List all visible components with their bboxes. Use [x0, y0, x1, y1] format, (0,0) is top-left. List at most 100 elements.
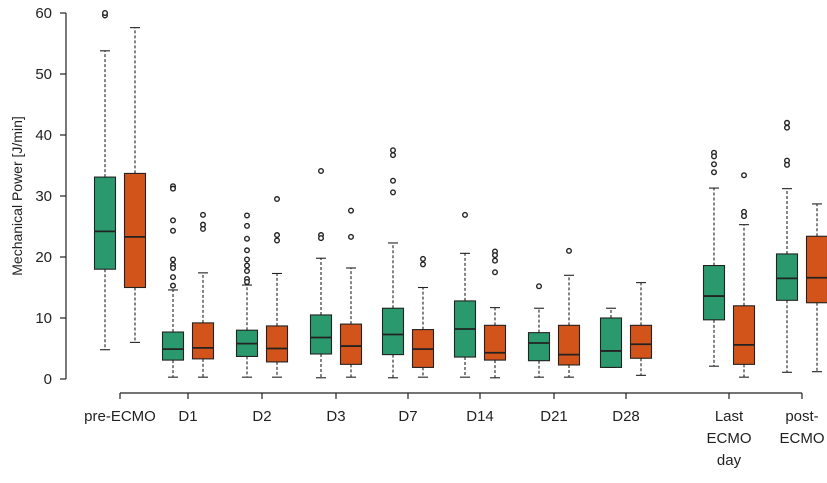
outlier-point: [390, 189, 397, 196]
outlier-point: [169, 274, 176, 281]
iqr-box: [527, 332, 551, 362]
outlier-point: [169, 185, 176, 192]
outlier-point: [492, 269, 499, 276]
outlier-point: [348, 207, 355, 214]
outlier-point: [274, 232, 281, 239]
box-groups: [93, 9, 827, 379]
outlier-point: [784, 161, 791, 168]
y-axis-title: Mechanical Power [J/min]: [9, 116, 25, 276]
outlier-point: [243, 256, 250, 263]
iqr-box: [161, 331, 185, 361]
outlier-point: [243, 247, 250, 254]
outlier-point: [169, 282, 176, 289]
outlier-point: [390, 152, 397, 159]
box-orange-4: [411, 255, 435, 378]
outlier-point: [243, 279, 250, 286]
x-tick-label: D7: [398, 408, 417, 425]
box-green-3: [309, 167, 333, 379]
iqr-box: [309, 314, 333, 355]
box-orange-5: [483, 248, 507, 379]
x-tick-label: pre-ECMO: [84, 408, 156, 425]
box-orange-8: [732, 172, 756, 378]
iqr-box: [557, 324, 581, 366]
x-tick-label: D1: [178, 408, 197, 425]
outlier-point: [711, 161, 718, 168]
outlier-point: [711, 169, 718, 176]
x-tick-label: ECMO: [780, 430, 825, 447]
iqr-box: [629, 324, 653, 359]
x-tick-label: day: [717, 452, 742, 469]
outlier-point: [243, 222, 250, 229]
iqr-box: [381, 307, 405, 356]
y-tick-label: 40: [35, 127, 52, 144]
outlier-point: [420, 261, 427, 268]
x-tick-label: D14: [466, 408, 494, 425]
x-tick-label: D21: [540, 408, 568, 425]
outlier-point: [101, 9, 108, 16]
iqr-box: [483, 324, 507, 361]
iqr-box: [265, 325, 289, 363]
outlier-point: [318, 167, 325, 174]
iqr-box: [93, 176, 117, 270]
outlier-point: [741, 172, 748, 179]
box-green-0: [93, 9, 117, 351]
outlier-point: [243, 235, 250, 242]
box-green-4: [381, 147, 405, 379]
box-orange-6: [557, 247, 581, 378]
outlier-point: [274, 237, 281, 244]
box-orange-1: [191, 211, 215, 378]
outlier-point: [492, 252, 499, 259]
x-tick-label: D3: [326, 408, 345, 425]
outlier-point: [390, 177, 397, 184]
outlier-point: [784, 124, 791, 131]
x-tick-label: D28: [612, 408, 640, 425]
iqr-box: [191, 322, 215, 360]
outlier-point: [243, 262, 250, 269]
box-green-5: [453, 211, 477, 378]
x-tick-label: Last: [715, 408, 744, 425]
outlier-point: [390, 147, 397, 154]
x-axis: pre-ECMO D1 D2 D3 D7 D14 D21 D28 Last ECMO day post…: [84, 392, 825, 469]
outlier-point: [711, 153, 718, 160]
iqr-box: [599, 317, 623, 368]
y-axis: 0 10 20 30 40 50 60: [35, 5, 67, 388]
x-tick-label: ECMO: [707, 430, 752, 447]
y-tick-label: 20: [35, 249, 52, 266]
outlier-point: [318, 235, 325, 242]
box-green-1: [161, 183, 185, 378]
box-orange-2: [265, 196, 289, 378]
outlier-point: [169, 227, 176, 234]
outlier-point: [784, 119, 791, 126]
y-tick-label: 0: [44, 371, 52, 388]
iqr-box: [702, 264, 726, 321]
box-orange-3: [339, 207, 363, 378]
outlier-point: [741, 213, 748, 220]
outlier-point: [199, 211, 206, 218]
outlier-point: [169, 256, 176, 263]
x-tick-label: D2: [252, 408, 271, 425]
y-tick-label: 30: [35, 188, 52, 205]
x-tick-label: post-: [785, 408, 818, 425]
outlier-point: [462, 211, 469, 218]
y-tick-label: 50: [35, 66, 52, 83]
outlier-point: [348, 233, 355, 240]
box-orange-9: [805, 203, 827, 373]
outlier-point: [199, 225, 206, 232]
outlier-point: [566, 247, 573, 254]
iqr-box: [339, 323, 363, 365]
box-orange-0: [123, 27, 147, 343]
y-tick-label: 60: [35, 5, 52, 22]
iqr-box: [805, 235, 827, 304]
iqr-box: [123, 172, 147, 289]
outlier-point: [169, 264, 176, 271]
outlier-point: [274, 196, 281, 203]
outlier-point: [536, 283, 543, 290]
iqr-box: [775, 253, 799, 301]
outlier-point: [492, 257, 499, 264]
box-green-9: [775, 119, 799, 373]
outlier-point: [420, 255, 427, 262]
outlier-point: [243, 212, 250, 219]
iqr-box: [732, 305, 756, 365]
outlier-point: [243, 268, 250, 275]
